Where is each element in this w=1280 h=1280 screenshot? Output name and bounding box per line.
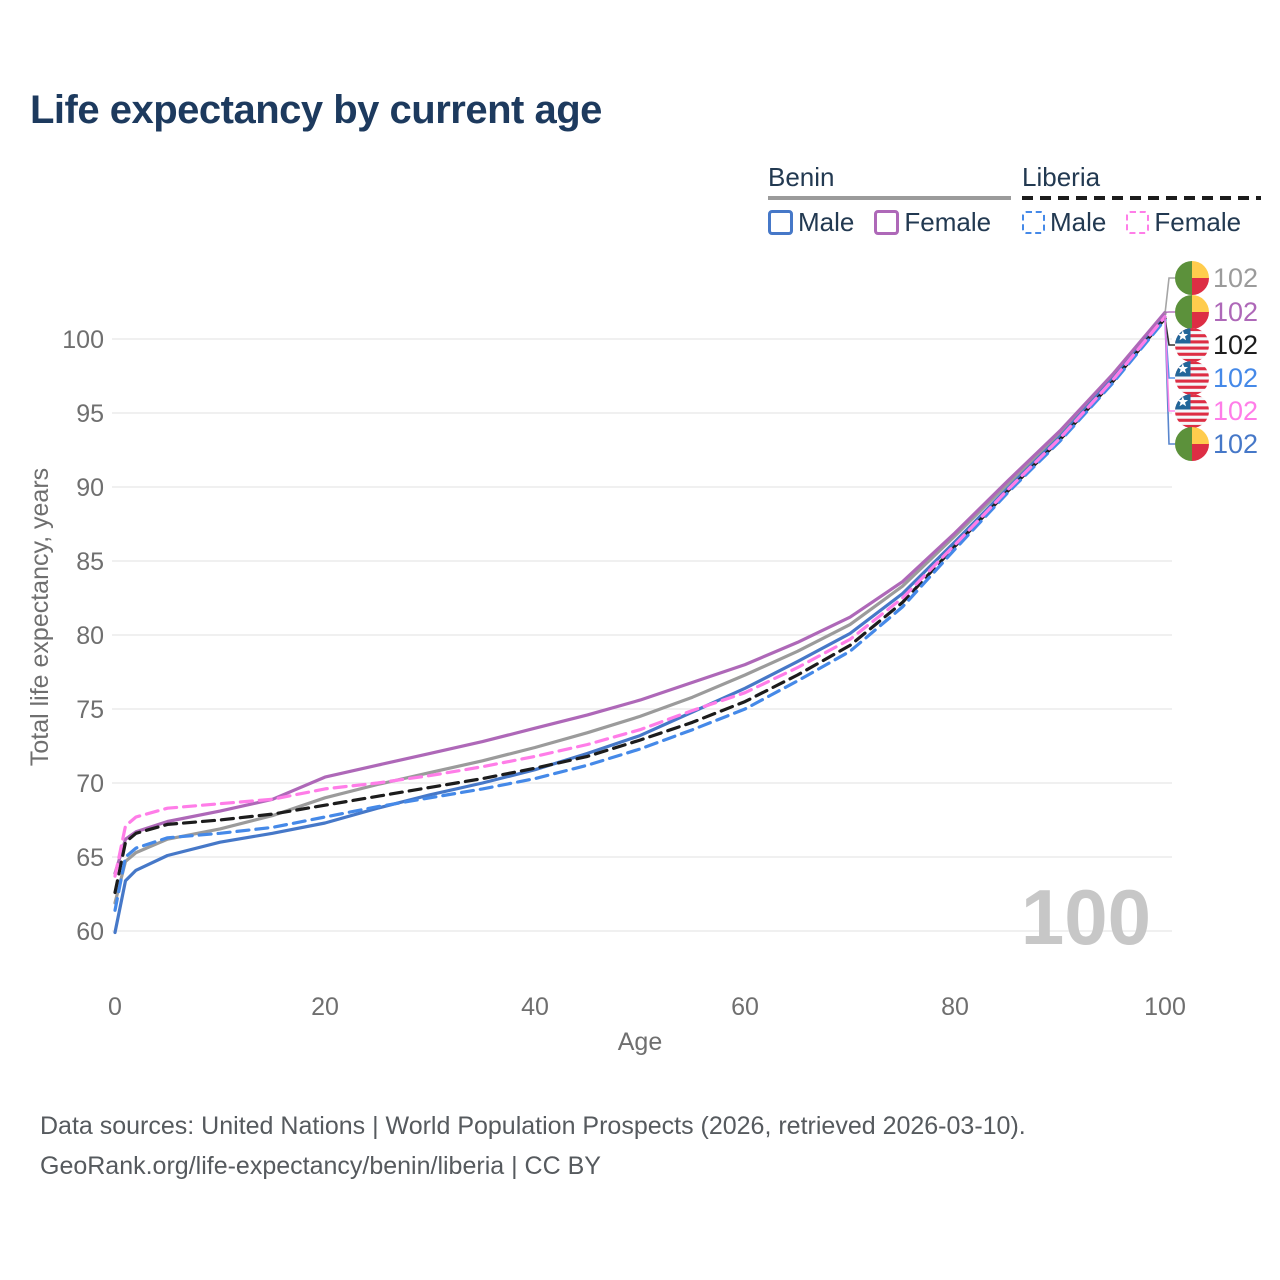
legend-item-liberia-female[interactable]: Female — [1126, 207, 1241, 238]
benin-female-swatch — [874, 210, 900, 235]
benin-male-swatch — [768, 210, 793, 235]
liberia-male-label: Male — [1050, 207, 1107, 237]
legend-item-benin-male[interactable]: Male — [768, 207, 854, 238]
end-label-benin-total[interactable]: 102 — [1213, 263, 1258, 293]
footer: Data sources: United Nations | World Pop… — [40, 1106, 1026, 1186]
liberia-flag-icon[interactable] — [1175, 361, 1209, 395]
liberia-flag-icon[interactable] — [1175, 328, 1209, 362]
benin-male-label: Male — [798, 207, 855, 237]
series-line-benin-male[interactable] — [113, 315, 1167, 935]
x-tick-60: 60 — [731, 993, 759, 1021]
x-tick-0: 0 — [108, 993, 122, 1021]
legend-group-benin: Benin Male Female — [768, 162, 1012, 238]
page-title: Life expectancy by current age — [30, 88, 602, 132]
y-tick-65: 65 — [76, 844, 104, 872]
series-line-benin-total[interactable] — [113, 312, 1167, 905]
liberia-flag-icon[interactable] — [1175, 394, 1209, 428]
series-line-liberia-total[interactable] — [113, 316, 1167, 895]
x-tick-100: 100 — [1144, 993, 1186, 1021]
end-label-liberia-male[interactable]: 102 — [1213, 363, 1258, 393]
legend-group-liberia: Liberia Male Female — [1022, 162, 1262, 238]
hover-age-watermark: 100 — [1021, 873, 1151, 961]
legend-liberia-label[interactable]: Liberia — [1022, 162, 1101, 192]
liberia-female-label: Female — [1154, 207, 1242, 237]
end-label-liberia-total[interactable]: 102 — [1213, 330, 1258, 360]
x-tick-40: 40 — [521, 993, 549, 1021]
end-label-benin-male[interactable]: 102 — [1213, 429, 1258, 459]
benin-solid-line-sample — [768, 196, 1012, 200]
liberia-dashed-line-sample — [1022, 196, 1262, 200]
y-tick-60: 60 — [76, 918, 104, 946]
y-tick-80: 80 — [76, 622, 104, 650]
end-label-liberia-female[interactable]: 102 — [1213, 396, 1258, 426]
x-axis-title: Age — [618, 1028, 662, 1056]
y-tick-75: 75 — [76, 696, 104, 724]
series-line-liberia-male[interactable] — [113, 318, 1167, 912]
legend-benin-label[interactable]: Benin — [768, 162, 835, 192]
chart-canvas[interactable]: 100 60 65 70 75 80 85 90 95 100 Total life expecta… — [0, 0, 1280, 1080]
leader-line-liberia-total — [1164, 318, 1175, 346]
x-tick-80: 80 — [941, 993, 969, 1021]
series-line-liberia-female[interactable] — [113, 315, 1167, 878]
liberia-female-swatch — [1126, 211, 1150, 234]
y-tick-70: 70 — [76, 770, 104, 798]
y-tick-85: 85 — [76, 548, 104, 576]
benin-flag-icon[interactable] — [1175, 261, 1209, 295]
benin-female-label: Female — [904, 207, 992, 237]
legend-item-liberia-male[interactable]: Male — [1022, 207, 1106, 238]
footer-sources: Data sources: United Nations | World Pop… — [40, 1112, 1026, 1140]
footer-attribution[interactable]: GeoRank.org/life-expectancy/benin/liberi… — [40, 1152, 601, 1180]
y-tick-90: 90 — [76, 474, 104, 502]
y-axis-title: Total life expectancy, years — [26, 468, 54, 766]
liberia-male-swatch — [1022, 211, 1045, 234]
leader-line-benin-total — [1164, 277, 1175, 314]
benin-flag-icon[interactable] — [1175, 295, 1209, 329]
y-tick-100: 100 — [62, 326, 104, 354]
x-tick-20: 20 — [311, 993, 339, 1021]
end-label-benin-female[interactable]: 102 — [1213, 297, 1258, 327]
y-tick-95: 95 — [76, 400, 104, 428]
series-line-benin-female[interactable] — [113, 310, 1167, 875]
legend-item-benin-female[interactable]: Female — [874, 207, 991, 238]
benin-flag-icon[interactable] — [1175, 427, 1209, 461]
leader-line-liberia-female — [1164, 316, 1175, 412]
